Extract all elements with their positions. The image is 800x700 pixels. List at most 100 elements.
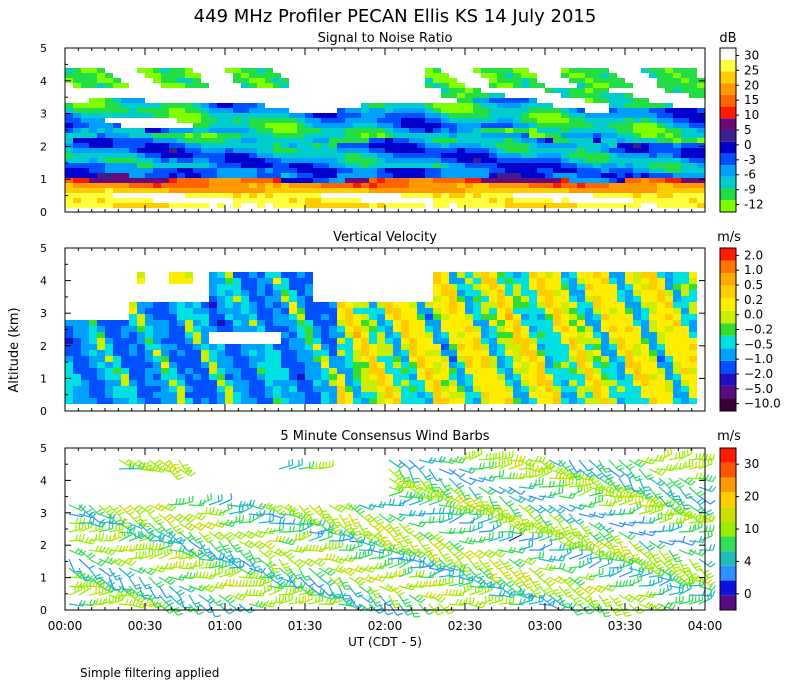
- wind-barb-flag: [353, 530, 360, 533]
- vv-cell: [601, 314, 609, 320]
- snr-ytick-label: 5: [40, 42, 47, 55]
- vv-cell: [193, 392, 201, 398]
- vv-cell: [97, 380, 105, 386]
- vv-cell: [633, 308, 641, 314]
- vv-cell: [441, 386, 449, 392]
- vv-cell: [105, 374, 113, 380]
- wind-barb-flag: [232, 578, 235, 585]
- vv-cell: [481, 344, 489, 350]
- wind-barb-staff: [328, 585, 336, 599]
- wind-barb-staff: [218, 603, 230, 615]
- vv-cell: [273, 272, 281, 278]
- vv-cell: [305, 362, 313, 368]
- vv-cell: [633, 326, 641, 332]
- vv-cell: [481, 398, 489, 404]
- wind-barb-flag: [147, 533, 153, 539]
- vv-cell: [249, 302, 257, 308]
- wind-barb-staff: [128, 567, 143, 574]
- vv-cell: [425, 338, 433, 344]
- wind-barb-flag: [95, 598, 99, 605]
- wind-barb-flag: [85, 580, 89, 587]
- vv-cell: [545, 284, 553, 290]
- vv-cell: [145, 356, 153, 362]
- vv-heatmap: [65, 272, 697, 404]
- vv-cell: [89, 380, 97, 386]
- wind-barb-staff: [238, 603, 251, 614]
- vv-cell: [209, 368, 217, 374]
- vv-cell: [433, 374, 441, 380]
- snr-cell: [441, 178, 449, 183]
- wind-barb-flag: [132, 527, 136, 534]
- snr-cell: [521, 118, 529, 123]
- vv-cell: [385, 386, 393, 392]
- vv-ytick-label: 5: [40, 242, 47, 255]
- snr-cell: [433, 158, 441, 163]
- snr-cell: [217, 133, 225, 138]
- vv-cell: [609, 338, 617, 344]
- vv-cell: [537, 278, 545, 284]
- snr-cell: [281, 163, 289, 168]
- wind-barb-flag: [341, 581, 349, 584]
- vv-cell: [145, 314, 153, 320]
- snr-cell: [281, 108, 289, 113]
- snr-cell: [433, 68, 441, 73]
- vv-cell: [473, 338, 481, 344]
- snr-colorbar-swatch: [720, 200, 736, 212]
- snr-cell: [617, 93, 625, 98]
- vv-cell: [481, 386, 489, 392]
- snr-cell: [529, 133, 537, 138]
- vv-cell: [529, 338, 537, 344]
- wind-barb-flag: [182, 497, 185, 504]
- snr-cell: [129, 198, 137, 203]
- vv-cell: [89, 338, 97, 344]
- vv-cell: [529, 308, 537, 314]
- snr-cell: [617, 183, 625, 188]
- vv-cell: [169, 344, 177, 350]
- wind-barb-staff: [308, 531, 323, 535]
- snr-cell: [265, 68, 273, 73]
- snr-cell: [481, 128, 489, 133]
- vv-cell: [289, 320, 297, 326]
- snr-cell: [625, 143, 633, 148]
- wind-barb-flag: [114, 588, 121, 591]
- wind-barb-flag: [155, 605, 162, 609]
- snr-cell: [657, 198, 665, 203]
- vv-cell: [337, 356, 345, 362]
- snr-cell: [689, 73, 697, 78]
- vv-cell: [105, 320, 113, 326]
- wind-barb-flag: [129, 573, 135, 578]
- snr-cell: [465, 173, 473, 178]
- vv-cell: [129, 368, 137, 374]
- vv-cell: [241, 386, 249, 392]
- vv-cell: [673, 392, 681, 398]
- wind-barb-flag: [145, 464, 152, 469]
- vv-cell: [505, 398, 513, 404]
- wind-barb-staff: [158, 540, 173, 545]
- wind-barb-staff: [68, 504, 83, 512]
- snr-cell: [321, 153, 329, 158]
- vv-cell: [433, 338, 441, 344]
- vv-cell: [457, 398, 465, 404]
- snr-cell: [241, 118, 249, 123]
- snr-cell: [601, 173, 609, 178]
- snr-cell: [377, 193, 385, 198]
- snr-cell: [193, 108, 201, 113]
- snr-cell: [585, 173, 593, 178]
- vv-cell: [617, 332, 625, 338]
- snr-cell: [345, 158, 353, 163]
- snr-cell: [129, 138, 137, 143]
- snr-cell: [673, 113, 681, 118]
- wind-barb-staff: [158, 594, 170, 606]
- snr-cell: [673, 178, 681, 183]
- vv-cell: [513, 338, 521, 344]
- snr-cell: [457, 133, 465, 138]
- snr-cell: [161, 158, 169, 163]
- snr-cell: [673, 168, 681, 173]
- wind-barb-flag: [322, 461, 325, 468]
- vv-cell: [433, 278, 441, 284]
- snr-cell: [545, 108, 553, 113]
- snr-cell: [273, 173, 281, 178]
- vv-cell: [377, 338, 385, 344]
- vv-cell: [681, 290, 689, 296]
- vv-cell: [137, 392, 145, 398]
